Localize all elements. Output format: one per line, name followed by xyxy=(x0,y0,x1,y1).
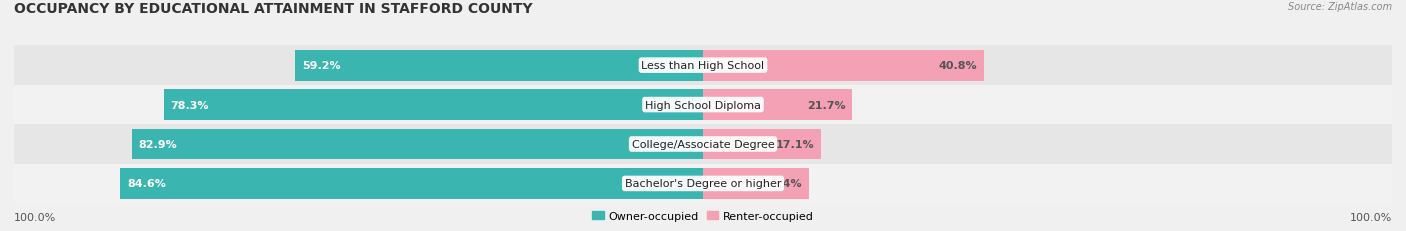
Text: Less than High School: Less than High School xyxy=(641,61,765,71)
Text: 15.4%: 15.4% xyxy=(763,179,803,189)
Bar xyxy=(14,164,1392,203)
Text: Source: ZipAtlas.com: Source: ZipAtlas.com xyxy=(1288,2,1392,12)
Text: 84.6%: 84.6% xyxy=(127,179,166,189)
Bar xyxy=(14,85,1392,125)
Bar xyxy=(163,90,703,120)
Bar xyxy=(703,129,821,160)
Text: 40.8%: 40.8% xyxy=(939,61,977,71)
Bar xyxy=(14,46,1392,85)
Text: 59.2%: 59.2% xyxy=(302,61,340,71)
Text: 82.9%: 82.9% xyxy=(139,139,177,149)
Text: Bachelor's Degree or higher: Bachelor's Degree or higher xyxy=(624,179,782,189)
Text: 100.0%: 100.0% xyxy=(1350,213,1392,222)
Bar xyxy=(703,168,808,199)
Text: College/Associate Degree: College/Associate Degree xyxy=(631,139,775,149)
Text: 21.7%: 21.7% xyxy=(807,100,845,110)
Text: 17.1%: 17.1% xyxy=(775,139,814,149)
Text: High School Diploma: High School Diploma xyxy=(645,100,761,110)
Bar xyxy=(14,125,1392,164)
Bar xyxy=(703,90,852,120)
Bar xyxy=(295,51,703,81)
Legend: Owner-occupied, Renter-occupied: Owner-occupied, Renter-occupied xyxy=(588,207,818,225)
Bar xyxy=(132,129,703,160)
Text: 100.0%: 100.0% xyxy=(14,213,56,222)
Text: OCCUPANCY BY EDUCATIONAL ATTAINMENT IN STAFFORD COUNTY: OCCUPANCY BY EDUCATIONAL ATTAINMENT IN S… xyxy=(14,2,533,16)
Bar xyxy=(120,168,703,199)
Bar xyxy=(703,51,984,81)
Text: 78.3%: 78.3% xyxy=(170,100,209,110)
